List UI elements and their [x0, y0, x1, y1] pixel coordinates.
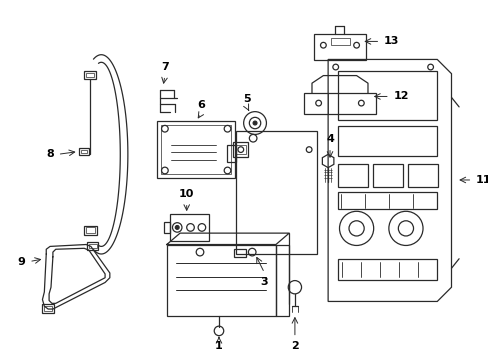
- Bar: [233, 142, 248, 157]
- Bar: [169, 214, 209, 241]
- Text: 10: 10: [179, 189, 194, 199]
- Bar: [330, 37, 349, 45]
- Bar: [44, 306, 52, 311]
- Bar: [80, 148, 89, 155]
- Text: 2: 2: [290, 341, 298, 351]
- Text: 13: 13: [384, 36, 399, 46]
- Bar: [42, 304, 54, 313]
- Bar: [226, 145, 236, 162]
- Circle shape: [175, 225, 179, 229]
- Circle shape: [253, 121, 256, 125]
- Bar: [236, 131, 316, 254]
- Bar: [304, 93, 375, 113]
- Bar: [163, 222, 169, 233]
- Bar: [337, 164, 367, 186]
- Text: 6: 6: [197, 100, 204, 110]
- Text: 4: 4: [325, 134, 333, 144]
- Bar: [234, 249, 245, 257]
- Bar: [337, 259, 436, 280]
- Text: 9: 9: [18, 257, 25, 267]
- Bar: [337, 192, 436, 210]
- Bar: [89, 244, 96, 248]
- Bar: [81, 150, 87, 153]
- Bar: [337, 71, 436, 120]
- Bar: [86, 228, 95, 233]
- Bar: [84, 225, 96, 235]
- Bar: [87, 242, 98, 250]
- Bar: [337, 126, 436, 156]
- Text: 1: 1: [215, 341, 223, 351]
- Bar: [166, 244, 275, 316]
- Bar: [84, 71, 96, 79]
- Bar: [161, 125, 231, 174]
- Bar: [157, 121, 235, 178]
- Text: 5: 5: [243, 94, 251, 104]
- Bar: [275, 244, 288, 316]
- Text: 12: 12: [393, 91, 408, 102]
- Text: 7: 7: [161, 62, 168, 72]
- Text: 3: 3: [260, 277, 268, 287]
- Bar: [86, 73, 94, 77]
- Text: 11: 11: [475, 175, 488, 185]
- Bar: [407, 164, 437, 186]
- Bar: [372, 164, 402, 186]
- Bar: [236, 145, 245, 154]
- Bar: [313, 34, 366, 60]
- Text: 8: 8: [46, 149, 54, 159]
